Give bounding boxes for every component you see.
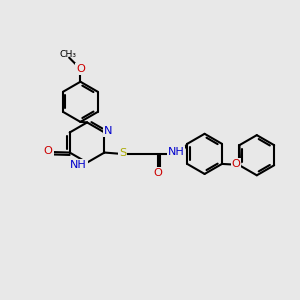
Text: NH: NH <box>168 147 184 157</box>
Text: N: N <box>104 126 112 136</box>
Text: NH: NH <box>70 160 87 170</box>
Text: CH₃: CH₃ <box>59 50 76 59</box>
Text: S: S <box>119 148 126 158</box>
Text: O: O <box>153 168 162 178</box>
Text: O: O <box>76 64 85 74</box>
Text: O: O <box>44 146 53 157</box>
Text: O: O <box>232 159 240 169</box>
